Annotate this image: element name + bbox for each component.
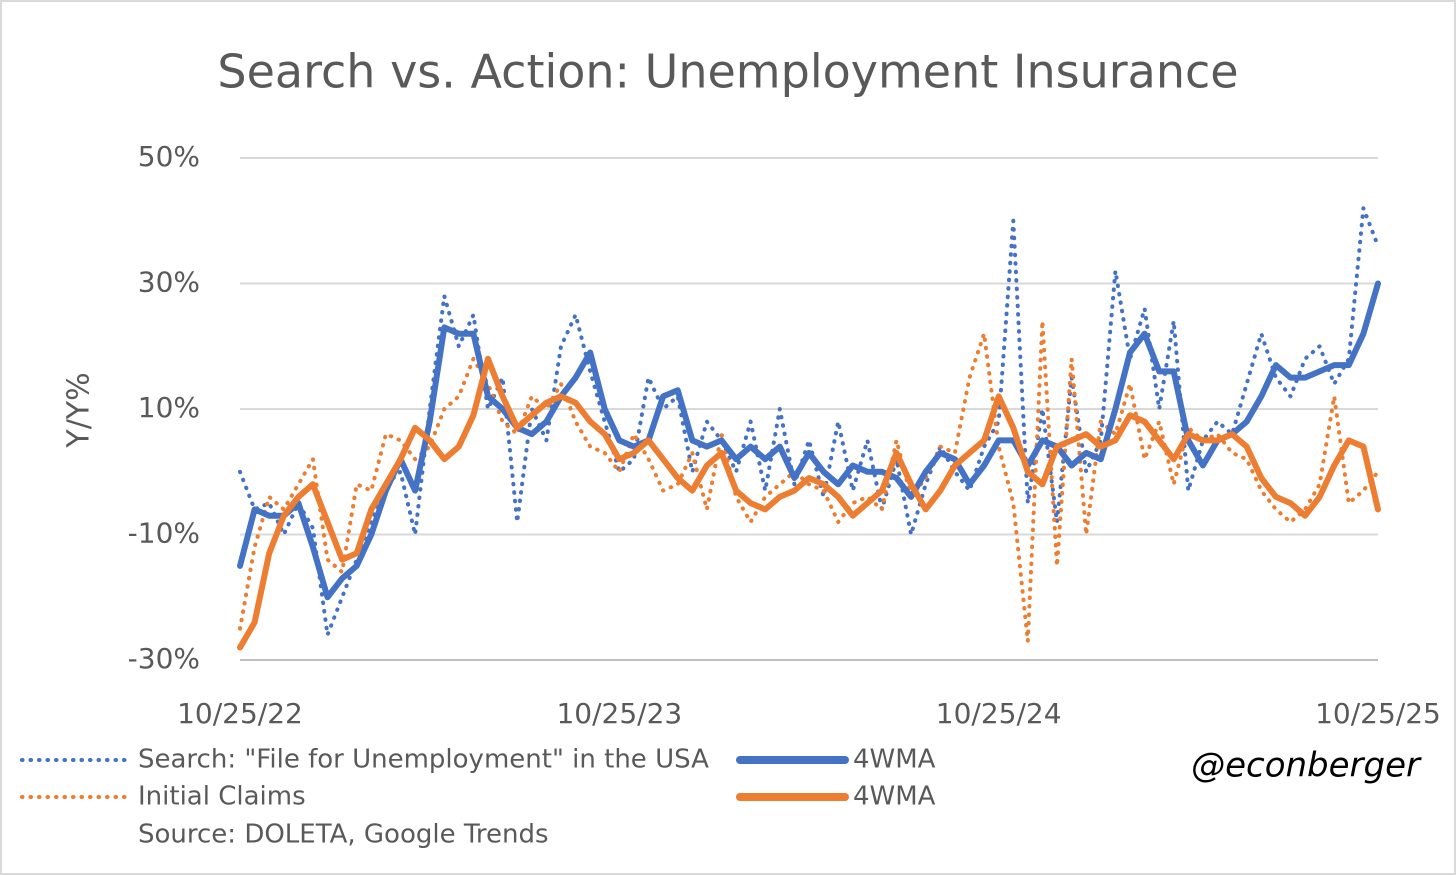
source-note: Source: DOLETA, Google Trends xyxy=(138,820,549,850)
legend-label: 4WMA xyxy=(853,782,936,812)
line-series xyxy=(238,319,1380,644)
legend-label: Search: "File for Unemployment" in the U… xyxy=(138,745,709,775)
y-tick-label: 50% xyxy=(138,140,200,173)
line-series xyxy=(237,280,1381,601)
x-tick-label: 10/25/24 xyxy=(936,697,1062,730)
x-tick-label: 10/25/22 xyxy=(177,697,303,730)
y-tick-label: -30% xyxy=(128,642,200,675)
line-series xyxy=(237,355,1381,651)
y-axis-label: Y/Y% xyxy=(62,372,97,448)
x-tick-label: 10/25/23 xyxy=(556,697,682,730)
legend-label: Initial Claims xyxy=(138,782,306,812)
y-tick-label: 30% xyxy=(138,266,200,299)
x-tick-label: 10/25/25 xyxy=(1315,697,1441,730)
chart-title: Search vs. Action: Unemployment Insuranc… xyxy=(217,45,1238,99)
y-tick-label: 10% xyxy=(138,391,200,424)
annotation: @econberger xyxy=(1191,746,1422,786)
y-tick-label: -10% xyxy=(128,517,200,550)
legend-label: 4WMA xyxy=(853,745,936,775)
